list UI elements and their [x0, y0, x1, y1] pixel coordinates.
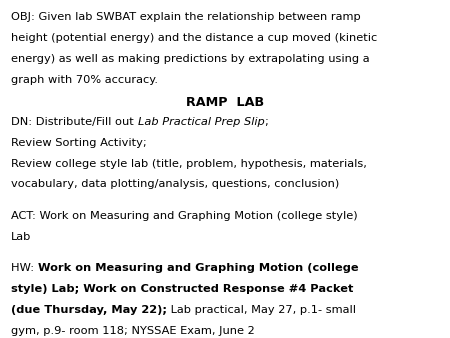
Text: height (potential energy) and the distance a cup moved (kinetic: height (potential energy) and the distan… — [11, 33, 378, 43]
Text: DN: Distribute/Fill out: DN: Distribute/Fill out — [11, 117, 138, 127]
Text: gym, p.9- room 118; NYSSAE Exam, June 2: gym, p.9- room 118; NYSSAE Exam, June 2 — [11, 326, 255, 336]
Text: HW:: HW: — [11, 263, 38, 273]
Text: ACT: Work on Measuring and Graphing Motion (college style): ACT: Work on Measuring and Graphing Moti… — [11, 211, 358, 221]
Text: graph with 70% accuracy.: graph with 70% accuracy. — [11, 75, 158, 85]
Text: Work on Measuring and Graphing Motion (college: Work on Measuring and Graphing Motion (c… — [38, 263, 359, 273]
Text: (due Thursday, May 22);: (due Thursday, May 22); — [11, 305, 167, 315]
Text: Lab Practical Prep Slip: Lab Practical Prep Slip — [138, 117, 265, 127]
Text: Lab: Lab — [11, 232, 32, 242]
Text: style) Lab; Work on Constructed Response #4 Packet: style) Lab; Work on Constructed Response… — [11, 284, 354, 294]
Text: OBJ: Given lab SWBAT explain the relationship between ramp: OBJ: Given lab SWBAT explain the relatio… — [11, 12, 361, 22]
Text: Lab practical, May 27, p.1- small: Lab practical, May 27, p.1- small — [167, 305, 356, 315]
Text: Review Sorting Activity;: Review Sorting Activity; — [11, 138, 147, 148]
Text: RAMP  LAB: RAMP LAB — [186, 96, 264, 108]
Text: ;: ; — [265, 117, 268, 127]
Text: energy) as well as making predictions by extrapolating using a: energy) as well as making predictions by… — [11, 54, 370, 64]
Text: vocabulary, data plotting/analysis, questions, conclusion): vocabulary, data plotting/analysis, ques… — [11, 179, 339, 190]
Text: Review college style lab (title, problem, hypothesis, materials,: Review college style lab (title, problem… — [11, 159, 367, 169]
